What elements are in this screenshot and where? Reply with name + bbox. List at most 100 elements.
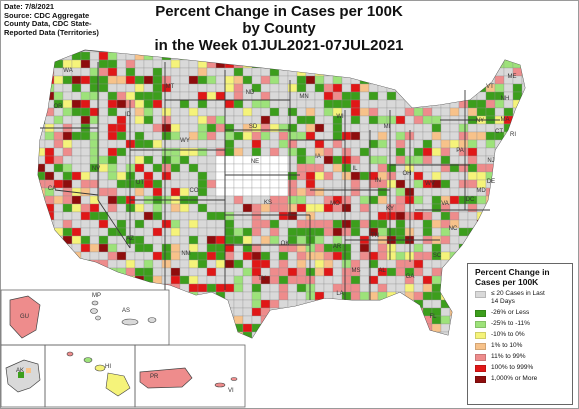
- county-cell: [350, 307, 361, 317]
- county-cell: [206, 283, 217, 293]
- county-cell: [278, 315, 289, 325]
- county-cell: [71, 99, 82, 109]
- county-cell: [404, 139, 415, 149]
- county-cell: [413, 83, 424, 93]
- county-cell: [233, 195, 244, 205]
- legend-label: ≤ 20 Cases in Last 14 Days: [491, 290, 545, 305]
- county-cell: [107, 179, 118, 189]
- county-cell: [422, 275, 433, 285]
- state-label-il: IL: [352, 166, 358, 172]
- county-cell: [215, 291, 226, 301]
- county-cell: [458, 59, 469, 69]
- county-cell: [233, 179, 244, 189]
- county-cell: [422, 91, 433, 101]
- county-cell: [314, 123, 325, 133]
- county-cell: [413, 155, 424, 165]
- county-cell: [206, 315, 217, 325]
- county-cell: [494, 83, 505, 93]
- county-cell: [314, 171, 325, 181]
- county-cell: [359, 267, 370, 277]
- county-cell: [359, 99, 370, 109]
- county-cell: [62, 219, 73, 229]
- county-cell: [395, 323, 406, 333]
- county-cell: [62, 147, 73, 157]
- county-cell: [377, 315, 388, 325]
- county-cell: [260, 291, 271, 301]
- county-cell: [233, 155, 244, 165]
- county-cell: [395, 75, 406, 85]
- county-cell: [170, 267, 181, 277]
- county-cell: [305, 323, 316, 333]
- county-cell: [197, 251, 208, 261]
- county-cell: [512, 187, 523, 197]
- county-cell: [197, 275, 208, 285]
- county-cell: [233, 259, 244, 269]
- county-cell: [62, 139, 73, 149]
- county-cell: [503, 139, 514, 149]
- county-cell: [215, 91, 226, 101]
- county-cell: [170, 139, 181, 149]
- county-cell: [296, 187, 307, 197]
- county-cell: [161, 171, 172, 181]
- county-cell: [350, 187, 361, 197]
- county-cell: [359, 275, 370, 285]
- county-cell: [107, 299, 118, 309]
- county-cell: [71, 275, 82, 285]
- county-cell: [107, 275, 118, 285]
- county-cell: [161, 99, 172, 109]
- hawaii-island: [66, 351, 74, 357]
- county-cell: [152, 123, 163, 133]
- puerto-rico-shape: [139, 367, 193, 389]
- county-cell: [449, 291, 460, 301]
- county-cell: [296, 147, 307, 157]
- county-cell: [233, 123, 244, 133]
- county-cell: [449, 251, 460, 261]
- county-cell: [206, 67, 217, 77]
- county-cell: [332, 331, 343, 338]
- county-cell: [242, 203, 253, 213]
- county-cell: [224, 123, 235, 133]
- county-cell: [332, 155, 343, 165]
- county-cell: [359, 139, 370, 149]
- county-cell: [413, 139, 424, 149]
- county-cell: [287, 131, 298, 141]
- county-cell: [404, 83, 415, 93]
- county-cell: [422, 331, 433, 338]
- county-cell: [287, 195, 298, 205]
- county-cell: [206, 155, 217, 165]
- county-cell: [422, 299, 433, 309]
- county-cell: [152, 227, 163, 237]
- county-cell: [170, 147, 181, 157]
- county-cell: [134, 331, 145, 338]
- county-cell: [503, 203, 514, 213]
- county-cell: [305, 131, 316, 141]
- county-cell: [260, 163, 271, 173]
- county-cell: [467, 131, 478, 141]
- county-cell: [305, 51, 316, 61]
- legend-swatch: [475, 376, 486, 383]
- legend-swatch: [475, 354, 486, 361]
- state-label-mi: MI: [384, 124, 391, 130]
- county-cell: [134, 227, 145, 237]
- county-cell: [215, 83, 226, 93]
- county-cell: [476, 59, 487, 69]
- county-cell: [206, 51, 217, 61]
- county-cell: [404, 67, 415, 77]
- county-cell: [134, 75, 145, 85]
- county-cell: [314, 283, 325, 293]
- county-cell: [152, 67, 163, 77]
- county-cell: [233, 315, 244, 325]
- county-cell: [206, 131, 217, 141]
- county-cell: [224, 155, 235, 165]
- county-cell: [368, 67, 379, 77]
- county-cell: [296, 291, 307, 301]
- state-border: [97, 199, 131, 249]
- county-cell: [476, 91, 487, 101]
- county-cell: [269, 323, 280, 333]
- county-cell: [44, 195, 55, 205]
- state-label-ky: KY: [386, 206, 394, 212]
- county-cell: [422, 99, 433, 109]
- county-cell: [305, 139, 316, 149]
- state-label-de: DE: [487, 179, 495, 185]
- county-cell: [107, 227, 118, 237]
